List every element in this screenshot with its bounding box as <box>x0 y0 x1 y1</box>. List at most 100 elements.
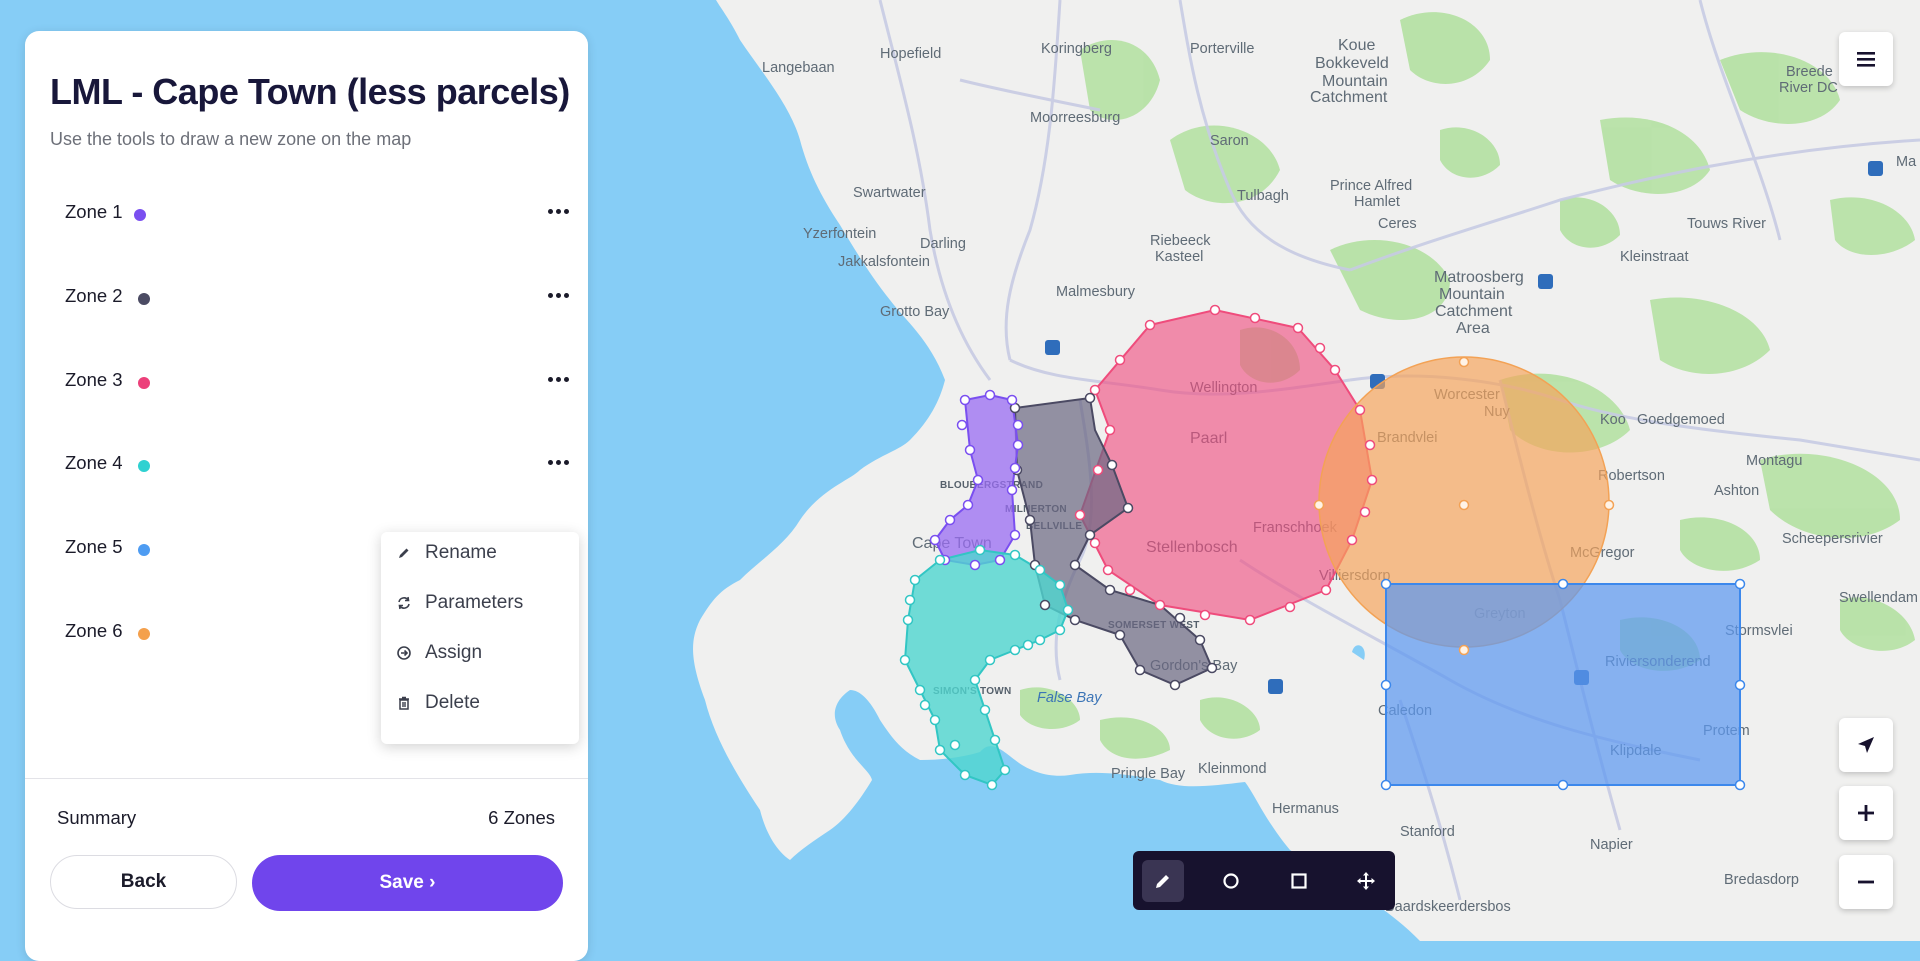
menu-item-parameters[interactable]: Parameters <box>381 582 579 624</box>
menu-item-label: Assign <box>425 642 483 663</box>
more-icon <box>547 376 553 382</box>
move-icon <box>1357 872 1375 890</box>
svg-text:Tulbagh: Tulbagh <box>1237 188 1289 204</box>
zone-name: Zone 5 <box>65 536 123 557</box>
menu-item-label: Delete <box>425 692 480 713</box>
refresh-icon <box>398 596 410 610</box>
svg-text:Stanford: Stanford <box>1400 824 1455 840</box>
map[interactable]: Hopefield Koringberg Porterville Koue Bo… <box>0 0 1920 941</box>
svg-text:Langebaan: Langebaan <box>762 60 835 76</box>
svg-text:Touws River: Touws River <box>1687 216 1766 232</box>
zoom-in-button[interactable] <box>1839 786 1893 840</box>
page-subtitle: Use the tools to draw a new zone on the … <box>50 129 412 149</box>
zone-color-dot <box>138 460 150 472</box>
zone-color-dot <box>138 628 150 640</box>
back-button[interactable]: Back <box>50 855 237 909</box>
svg-text:Yzerfontein: Yzerfontein <box>803 226 876 242</box>
zone-color-dot <box>138 377 150 389</box>
svg-text:False Bay: False Bay <box>1037 690 1102 706</box>
zone-more-button[interactable] <box>541 279 575 311</box>
pencil-icon <box>1156 875 1169 888</box>
svg-text:Ma: Ma <box>1896 154 1917 170</box>
svg-text:Malmesbury: Malmesbury <box>1056 284 1136 300</box>
pencil-icon <box>399 548 409 558</box>
svg-text:Scheepersrivier: Scheepersrivier <box>1782 531 1883 547</box>
zone-name: Zone 4 <box>65 452 123 473</box>
zone-name: Zone 3 <box>65 369 123 390</box>
svg-text:Kleinmond: Kleinmond <box>1198 761 1267 777</box>
svg-text:Bokkeveld: Bokkeveld <box>1315 55 1389 72</box>
more-icon <box>547 208 553 214</box>
svg-text:Grotto Bay: Grotto Bay <box>880 304 950 320</box>
zoom-in-icon <box>1858 805 1874 821</box>
zones-panel: LML - Cape Town (less parcels) Use the t… <box>25 31 588 961</box>
svg-text:Saron: Saron <box>1210 133 1249 149</box>
svg-text:Hopefield: Hopefield <box>880 46 941 62</box>
zone-item-4[interactable]: Zone 4 <box>65 442 575 482</box>
svg-text:Breede: Breede <box>1786 64 1833 80</box>
svg-text:Stormsvlei: Stormsvlei <box>1725 623 1793 639</box>
panel-divider <box>25 778 588 779</box>
svg-text:Ceres: Ceres <box>1378 216 1417 232</box>
svg-text:Kasteel: Kasteel <box>1155 249 1203 265</box>
zone-name: Zone 2 <box>65 285 123 306</box>
zone-item-1[interactable]: Zone 1 <box>65 191 575 231</box>
draw-rectangle-tool[interactable] <box>1278 860 1320 902</box>
zone-item-6[interactable]: Zone 6 <box>65 610 575 650</box>
save-button[interactable]: Save › <box>252 855 563 911</box>
zone-item-3[interactable]: Zone 3 <box>65 359 575 399</box>
zone-color-dot <box>138 544 150 556</box>
menu-item-assign[interactable]: Assign <box>381 632 579 674</box>
svg-text:Swellendam: Swellendam <box>1839 590 1918 606</box>
zoom-out-button[interactable] <box>1839 855 1893 909</box>
svg-text:Kleinstraat: Kleinstraat <box>1620 249 1689 265</box>
zone-color-dot <box>134 209 146 221</box>
zone-more-button[interactable] <box>541 195 575 227</box>
drawing-toolbar <box>1133 851 1395 910</box>
svg-text:Napier: Napier <box>1590 837 1633 853</box>
draw-circle-tool[interactable] <box>1210 860 1252 902</box>
svg-text:River DC: River DC <box>1779 80 1838 96</box>
zone-more-button[interactable] <box>541 363 575 395</box>
page-title: LML - Cape Town (less parcels) <box>50 71 570 112</box>
draw-polygon-tool[interactable] <box>1142 860 1184 902</box>
svg-text:Montagu: Montagu <box>1746 453 1802 469</box>
map-menu-button[interactable] <box>1839 32 1893 86</box>
svg-text:Robertson: Robertson <box>1598 468 1665 484</box>
zone-more-button[interactable] <box>541 446 575 478</box>
svg-text:Koringberg: Koringberg <box>1041 41 1112 57</box>
svg-text:Catchment: Catchment <box>1435 303 1513 320</box>
summary-value: 6 Zones <box>488 807 555 828</box>
zone-item-5[interactable]: Zone 5 <box>65 526 575 566</box>
menu-item-label: Rename <box>425 542 497 563</box>
svg-text:Area: Area <box>1456 320 1490 337</box>
menu-icon <box>1857 52 1875 67</box>
svg-text:Baardskeerdersbos: Baardskeerdersbos <box>1385 899 1511 915</box>
svg-text:Darling: Darling <box>920 236 966 252</box>
summary-label: Summary <box>57 807 137 828</box>
svg-text:Bredasdorp: Bredasdorp <box>1724 872 1799 888</box>
svg-text:Prince Alfred: Prince Alfred <box>1330 178 1412 194</box>
more-icon <box>547 292 553 298</box>
assign-icon <box>397 646 411 660</box>
svg-text:Hamlet: Hamlet <box>1354 194 1400 210</box>
svg-text:Pringle Bay: Pringle Bay <box>1111 766 1186 782</box>
more-icon <box>547 459 553 465</box>
svg-text:Mountain: Mountain <box>1322 73 1388 90</box>
svg-text:Jakkalsfontein: Jakkalsfontein <box>838 254 930 270</box>
svg-text:Koue: Koue <box>1338 37 1375 54</box>
move-tool[interactable] <box>1345 860 1387 902</box>
menu-item-label: Parameters <box>425 592 524 613</box>
svg-text:Riebeeck: Riebeeck <box>1150 233 1211 249</box>
circle-icon <box>1223 873 1239 889</box>
zone-color-dot <box>138 293 150 305</box>
menu-item-rename[interactable]: Rename <box>381 532 579 574</box>
locate-icon <box>1858 737 1874 753</box>
menu-item-delete[interactable]: Delete <box>381 682 579 724</box>
zone-item-2[interactable]: Zone 2 <box>65 275 575 315</box>
locate-button[interactable] <box>1839 718 1893 772</box>
svg-text:Ashton: Ashton <box>1714 483 1759 499</box>
svg-text:Moorreesburg: Moorreesburg <box>1030 110 1120 126</box>
svg-text:Swartwater: Swartwater <box>853 185 926 201</box>
svg-text:Porterville: Porterville <box>1190 41 1254 57</box>
